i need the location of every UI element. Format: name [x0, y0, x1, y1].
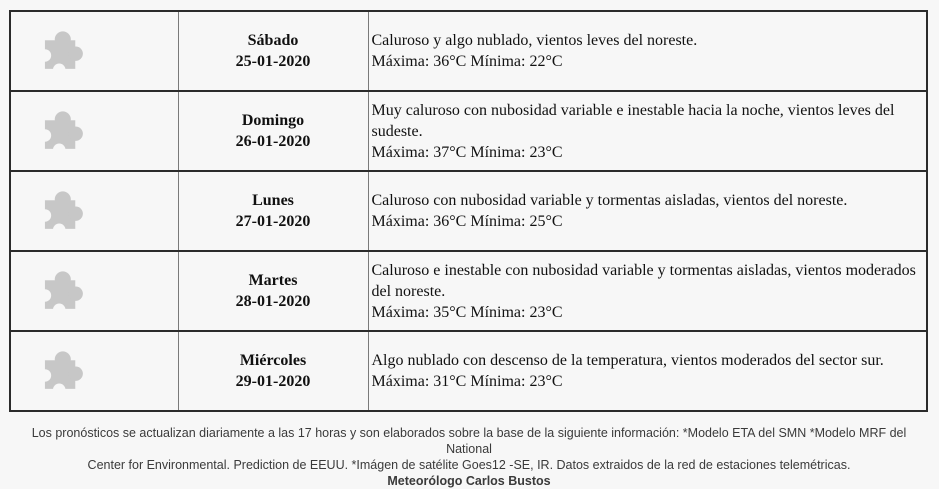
forecast-image-cell	[10, 251, 178, 331]
forecast-description: Caluroso con nubosidad variable y tormen…	[371, 192, 848, 209]
temperature-range: Máxima: 31°C Mínima: 23°C	[371, 373, 563, 390]
day-label: Miércoles	[239, 352, 307, 369]
meteorologist-name: Meteorólogo Carlos Bustos	[387, 474, 551, 488]
forecast-row: Miércoles 29-01-2020 Algo nublado con de…	[10, 331, 927, 411]
broken-image-puzzle-icon	[35, 256, 87, 326]
day-label: Domingo	[241, 112, 305, 129]
temperature-range: Máxima: 36°C Mínima: 25°C	[371, 213, 563, 230]
forecast-image-cell	[10, 11, 178, 91]
forecast-text-cell: Caluroso y algo nublado, vientos leves d…	[367, 11, 927, 91]
forecast-image-cell	[10, 331, 178, 411]
broken-image-puzzle-icon	[35, 176, 87, 246]
date-label: 25-01-2020	[235, 53, 311, 70]
broken-image-puzzle-icon	[35, 16, 87, 86]
disclaimer-line-2: Center for Environmental. Prediction de …	[87, 458, 851, 472]
date-label: 27-01-2020	[235, 213, 311, 230]
disclaimer-line-1: Los pronósticos se actualizan diariament…	[31, 426, 907, 456]
date-label: 26-01-2020	[235, 133, 311, 150]
day-date-cell: Martes 28-01-2020	[177, 251, 368, 331]
forecast-description: Caluroso e inestable con nubosidad varia…	[371, 261, 916, 300]
day-date-cell: Miércoles 29-01-2020	[177, 331, 368, 411]
temperature-range: Máxima: 35°C Mínima: 23°C	[371, 303, 563, 321]
forecast-text-cell: Caluroso e inestable con nubosidad varia…	[367, 251, 927, 331]
day-date-cell: Domingo 26-01-2020	[177, 91, 368, 171]
broken-image-puzzle-icon	[35, 96, 87, 166]
forecast-text-cell: Algo nublado con descenso de la temperat…	[367, 331, 927, 411]
forecast-row: Lunes 27-01-2020 Caluroso con nubosidad …	[10, 171, 927, 251]
day-label: Lunes	[252, 192, 294, 209]
forecast-row: Domingo 26-01-2020 Muy caluroso con nubo…	[10, 91, 927, 171]
forecast-text-cell: Muy caluroso con nubosidad variable e in…	[367, 91, 927, 171]
forecast-table: Sábado 25-01-2020 Caluroso y algo nublad…	[9, 10, 928, 412]
forecast-description: Muy caluroso con nubosidad variable e in…	[371, 101, 895, 140]
day-label: Martes	[248, 272, 298, 289]
forecast-row: Sábado 25-01-2020 Caluroso y algo nublad…	[10, 11, 927, 91]
forecast-description: Algo nublado con descenso de la temperat…	[371, 352, 884, 369]
day-label: Sábado	[247, 32, 299, 49]
forecast-image-cell	[10, 171, 178, 251]
day-date-cell: Sábado 25-01-2020	[177, 11, 368, 91]
forecast-description: Caluroso y algo nublado, vientos leves d…	[371, 32, 698, 49]
forecast-text-cell: Caluroso con nubosidad variable y tormen…	[367, 171, 927, 251]
temperature-range: Máxima: 36°C Mínima: 22°C	[371, 53, 563, 70]
forecast-image-cell	[10, 91, 178, 171]
temperature-range: Máxima: 37°C Mínima: 23°C	[371, 143, 563, 161]
date-label: 28-01-2020	[235, 293, 311, 310]
date-label: 29-01-2020	[235, 373, 311, 390]
broken-image-puzzle-icon	[35, 336, 87, 406]
forecast-row: Martes 28-01-2020 Caluroso e inestable c…	[10, 251, 927, 331]
day-date-cell: Lunes 27-01-2020	[177, 171, 368, 251]
footer: Los pronósticos se actualizan diariament…	[9, 425, 929, 489]
